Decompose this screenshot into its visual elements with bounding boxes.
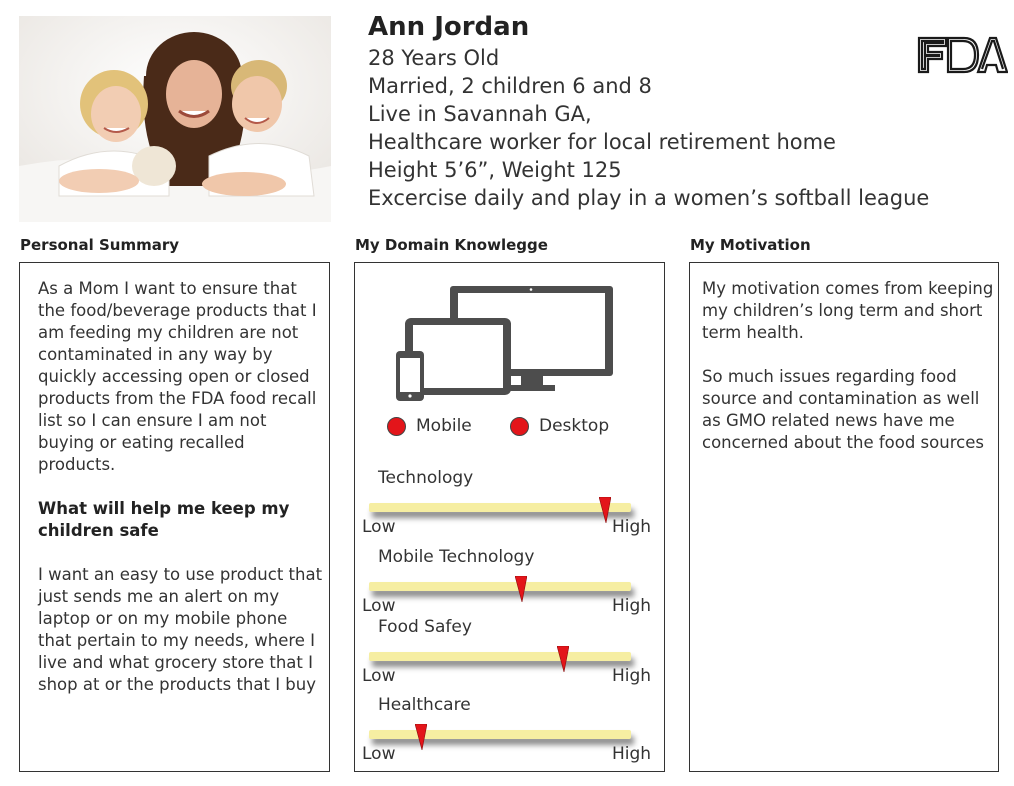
personal-summary-title: Personal Summary — [20, 236, 180, 254]
fda-logo — [917, 36, 1008, 74]
summary-paragraph: I want an easy to use product that just … — [38, 565, 323, 694]
persona-detail-line: Healthcare worker for local retirement h… — [368, 130, 836, 154]
motivation-title: My Motivation — [690, 236, 811, 254]
motivation-paragraph: My motivation comes from keeping my chil… — [702, 279, 994, 342]
motivation-paragraph: So much issues regarding food source and… — [702, 367, 984, 452]
meter-marker-icon — [415, 724, 428, 750]
meter-high-label: High — [612, 666, 652, 686]
legend-mobile: Mobile — [387, 416, 472, 436]
meter-track — [369, 503, 631, 512]
persona-photo — [19, 16, 331, 222]
meter-low-label: Low — [362, 596, 396, 616]
meter-track — [369, 582, 631, 591]
persona-detail-line: Height 5’6”, Weight 125 — [368, 158, 622, 182]
summary-paragraph: As a Mom I want to ensure that the food/… — [38, 279, 317, 474]
domain-knowledge-title: My Domain Knowlegge — [355, 236, 548, 254]
summary-subheading: What will help me keep my children safe — [38, 499, 290, 540]
meter-label: Food Safey — [378, 617, 472, 637]
meter-marker-icon — [598, 497, 611, 523]
legend-desktop: Desktop — [510, 416, 609, 436]
legend-mobile-label: Mobile — [416, 416, 472, 436]
meter-label: Technology — [378, 468, 474, 488]
persona-detail-line: 28 Years Old — [368, 46, 500, 70]
desktop-dot-icon — [510, 416, 529, 436]
meter-low-label: Low — [362, 744, 396, 764]
meter-track — [369, 730, 631, 739]
mobile-dot-icon — [387, 416, 406, 436]
personal-summary-box: As a Mom I want to ensure that the food/… — [19, 262, 330, 772]
meter-high-label: High — [612, 744, 652, 764]
persona-detail-line: Married, 2 children 6 and 8 — [368, 74, 652, 98]
meter-low-label: Low — [362, 666, 396, 686]
meter-high-label: High — [612, 517, 652, 537]
domain-knowledge-box: Mobile Desktop Technology Low High Mobile T… — [354, 262, 665, 772]
meter-label: Mobile Technology — [378, 547, 535, 567]
meter-high-label: High — [612, 596, 652, 616]
meter-marker-icon — [514, 576, 527, 602]
meter-marker-icon — [556, 646, 569, 672]
devices-icon — [396, 286, 613, 401]
meter-label: Healthcare — [378, 695, 471, 715]
persona-name: Ann Jordan — [368, 12, 530, 42]
meter-track — [369, 652, 631, 661]
motivation-box: My motivation comes from keeping my chil… — [689, 262, 999, 772]
persona-detail-line: Excercise daily and play in a women’s so… — [368, 186, 930, 210]
persona-details: 28 Years Old Married, 2 children 6 and 8… — [368, 44, 929, 212]
meter-low-label: Low — [362, 517, 396, 537]
persona-detail-line: Live in Savannah GA, — [368, 102, 592, 126]
legend-desktop-label: Desktop — [539, 416, 610, 436]
